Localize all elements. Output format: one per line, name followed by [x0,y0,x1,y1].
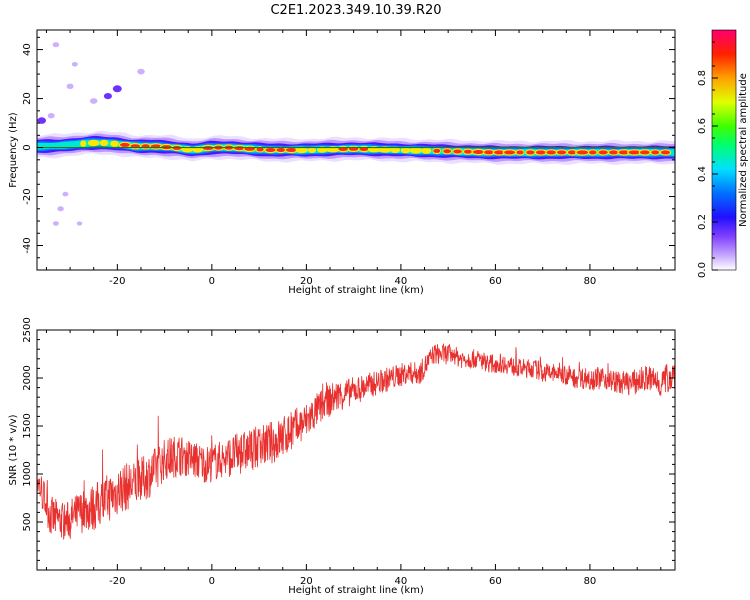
ridge-peak [295,146,308,154]
spectrogram-y-tick-label: 40 [22,43,33,56]
spectrogram-x-tick-label: 80 [584,276,597,287]
spectrogram-x-tick-label: 60 [489,276,502,287]
spectrogram-ticks: -20 0 20 40 60 80 -40 -20 0 20 40 [22,30,675,287]
spectral-speck [57,206,64,212]
colorbar-tick-label: 0.2 [697,214,708,230]
ridge-core [589,150,597,155]
spectrogram-xlabel: Height of straight line (km) [288,285,424,296]
ridge-peak [80,140,87,147]
spectrogram-y-tick-label: 20 [22,92,33,105]
spectrogram-panel: -20 0 20 40 60 80 -40 -20 0 20 40 Height of straig… [8,29,676,296]
colorbar-gradient [711,29,737,271]
snr-y-tick-label: 1500 [22,413,33,438]
spectral-speck [76,221,83,226]
snr-x-tick-label: -20 [109,576,125,587]
snr-y-tick-label: 2500 [22,317,33,342]
ridge-core [256,147,264,152]
spectrogram-x-tick-label: 0 [209,276,215,287]
ridge-core [433,148,441,153]
ridge-core [472,150,484,154]
ridge-core [557,150,567,155]
snr-plot-area [37,343,675,540]
figure-title: C2E1.2023.349.10.39.R20 [270,3,441,18]
snr-y-tick-label: 1000 [22,461,33,486]
spectral-speck [52,221,59,226]
spectrogram-y-tick-label: 0 [22,144,33,150]
ridge-core [660,150,671,155]
spectral-speck [112,85,122,93]
spectrogram-frame [36,29,676,271]
colorbar-label: Normalized spectral amplitude [738,73,749,227]
ridge-core [651,150,660,155]
snr-x-tick-label: 20 [300,576,313,587]
ridge-peak [390,146,401,154]
ridge-core [598,150,608,155]
spectrogram-x-tick-label: -20 [109,276,125,287]
spectrogram-x-tick-label: 40 [395,276,408,287]
ridge-peak [421,147,432,154]
ridge-core [526,150,535,155]
ridge-core [535,150,546,155]
snr-y-tick-label: 500 [22,512,33,531]
snr-x-tick-label: 60 [489,576,502,587]
spectral-speck [37,117,46,124]
ridge-core [618,150,630,155]
ridge-core [609,150,619,155]
ridge-core [576,150,589,155]
ridge-core [639,150,650,155]
snr-series-line [37,343,675,540]
colorbar-tick-label: 0.6 [697,118,708,134]
ridge-core [546,150,556,155]
spectral-speck [62,191,69,197]
spectral-speck [137,68,145,75]
spectrogram-y-tick-label: -20 [22,188,33,204]
snr-y-tick-label: 2000 [22,365,33,390]
snr-ylabel: SNR (10 * v/v) [8,414,19,485]
colorbar: 0.0 0.2 0.4 0.6 0.8 Normalized spectral ampl… [697,29,749,278]
spectral-speck [66,83,74,90]
colorbar-ticks: 0.0 0.2 0.4 0.6 0.8 [697,41,718,278]
spectral-speck [47,113,55,119]
snr-x-tick-label: 40 [395,576,408,587]
spectral-speck [52,42,60,48]
ridge-core [276,148,286,152]
spectral-speck [89,98,98,104]
snr-x-tick-label: 0 [209,576,215,587]
ridge-core [265,148,276,152]
ridge-core [516,150,524,155]
ridge-core [504,150,516,155]
ridge-core [567,150,577,155]
spectral-speck [71,62,78,67]
ridge-core [464,149,472,154]
spectrogram-y-tick-label: -40 [22,237,33,253]
ridge-peak [307,146,317,154]
ridge-core [484,150,494,155]
spectral-speck [103,93,112,100]
ridge-peak [87,139,100,147]
ridge-core [285,148,297,152]
snr-panel: -20 0 20 40 60 80 500 1000 1500 2000 2500 Height o… [8,317,676,596]
colorbar-tick-label: 0.4 [697,166,708,182]
snr-x-tick-label: 80 [584,576,597,587]
colorbar-tick-label: 0.8 [697,70,708,86]
snr-ticks: -20 0 20 40 60 80 500 1000 1500 2000 2500 [22,317,675,587]
ridge-peak [409,147,423,154]
ridge-core [120,142,130,147]
ridge-peak [110,140,119,147]
ridge-peak [99,139,109,147]
ridge-core [494,150,505,155]
ridge-peak [400,146,411,154]
spectrogram-plot-area [37,42,675,226]
snr-xlabel: Height of straight line (km) [288,585,424,596]
spectrogram-x-tick-label: 20 [300,276,313,287]
colorbar-tick-label: 0.0 [697,262,708,278]
ridge-core [453,149,462,154]
ridge-core [628,150,641,155]
spectrogram-ylabel: Frequency (Hz) [8,112,19,188]
snr-frame [36,329,676,571]
ridge-core [443,149,452,154]
